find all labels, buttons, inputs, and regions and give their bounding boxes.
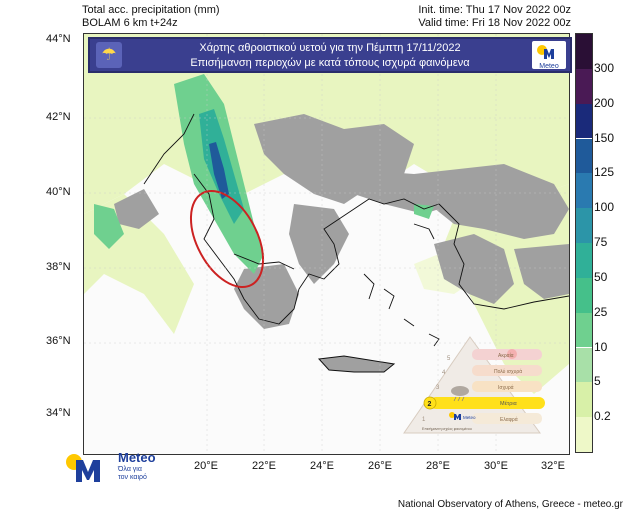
colorbar-segment xyxy=(576,138,592,174)
model-name: BOLAM 6 km t+24z xyxy=(82,17,178,29)
legend-cloud-icon xyxy=(451,386,469,402)
legend-bar-2 xyxy=(430,397,545,409)
colorbar-segment xyxy=(576,243,592,278)
highlight-ellipse xyxy=(189,189,265,289)
colorbar-label: 10 xyxy=(594,339,608,354)
variable-title: Total acc. precipitation (mm) xyxy=(82,4,220,16)
legend-bar-1 xyxy=(472,413,542,424)
legend-item-4: Πολύ ισχυρά xyxy=(494,368,522,375)
colorbar-segment xyxy=(576,312,592,348)
severity-pyramid: 5 4 3 1 2 Ακραία Πολύ ισχυρά Ισχυρά Μέτρ… xyxy=(403,336,545,434)
lon-label-30: 30°E xyxy=(484,460,508,472)
land-central-greece xyxy=(289,204,349,284)
colorbar-segment xyxy=(576,208,592,243)
lat-label-38: 38°N xyxy=(46,261,71,273)
land-anatolia-south xyxy=(514,244,569,299)
init-time: Init. time: Thu 17 Nov 2022 00z xyxy=(418,4,571,16)
graticule xyxy=(84,34,569,454)
legend-item-1: Ελαφρά xyxy=(500,416,518,423)
colorbar-segment xyxy=(576,173,592,209)
logo-slogan: Όλα για τον καιρό xyxy=(118,466,147,482)
chart-header-right: Init. time: Thu 17 Nov 2022 00z Valid ti… xyxy=(418,4,571,30)
colorbar-segment xyxy=(576,382,592,418)
colorbar-segment xyxy=(576,347,592,383)
colorbar-label: 300 xyxy=(594,60,615,75)
land-peloponnese xyxy=(234,264,299,329)
legend-item-5: Ακραία xyxy=(498,353,514,359)
meteo-logo: Meteo Όλα για τον καιρό xyxy=(62,450,172,490)
legend-meteo-logo: Meteo xyxy=(449,412,476,420)
banner-meteo-logo: Meteo xyxy=(532,41,566,70)
colorbar-segment-top xyxy=(576,34,592,69)
colorbar-label: 25 xyxy=(594,304,608,319)
land-anatolia-west xyxy=(434,234,514,304)
colorbar-segment xyxy=(576,103,592,139)
map-canvas xyxy=(84,34,569,454)
logo-brand: Meteo xyxy=(118,450,156,465)
lat-label-34: 34°N xyxy=(46,407,71,419)
rain-core-max xyxy=(209,142,229,199)
severity-legend: 5 4 3 1 2 Ακραία Πολύ ισχυρά Ισχυρά Μέτρ… xyxy=(402,335,552,443)
colorbar-label: 125 xyxy=(594,165,615,180)
legend-bar-4 xyxy=(472,365,542,376)
map-banner: ☂ Χάρτης αθροιστικού υετού για την Πέμπτ… xyxy=(88,37,572,73)
lon-label-24: 24°E xyxy=(310,460,334,472)
legend-level-2: 2 xyxy=(428,401,432,408)
colorbar-segment xyxy=(576,417,592,452)
lat-label-40: 40°N xyxy=(46,186,71,198)
legend-item-3: Ισχυρά xyxy=(498,384,514,391)
lon-label-20: 20°E xyxy=(194,460,218,472)
legend-bar-5 xyxy=(472,349,542,360)
legend-bar-3 xyxy=(472,381,542,392)
lat-label-44: 44°N xyxy=(46,33,71,45)
banner-title: Χάρτης αθροιστικού υετού για την Πέμπτη … xyxy=(199,42,461,54)
legend-caption: Επισήμανση ισχύος φαινομένου xyxy=(422,427,472,431)
logo-slogan-line1: Όλα για xyxy=(118,466,142,473)
chart-header-left: Total acc. precipitation (mm) BOLAM 6 km… xyxy=(82,4,220,30)
lon-label-32: 32°E xyxy=(541,460,565,472)
legend-level-4: 4 xyxy=(442,370,446,376)
lon-label-22: 22°E xyxy=(252,460,276,472)
colorbar-label: 0.2 xyxy=(594,409,611,424)
rain-core-sea xyxy=(94,204,124,249)
lat-label-36: 36°N xyxy=(46,335,71,347)
banner-subtitle: Επισήμανση περιοχών με κατά τόπους ισχυρ… xyxy=(190,57,470,69)
meteo-brand-icon xyxy=(66,454,100,482)
legend-level-1: 1 xyxy=(422,417,426,423)
rain-cloud-icon: ☂ xyxy=(96,42,122,68)
credit-footer: National Observatory of Athens, Greece -… xyxy=(397,499,623,510)
logo-slogan-line2: τον καιρό xyxy=(118,474,147,481)
colorbar-label: 5 xyxy=(594,374,601,389)
land-anatolia-north xyxy=(414,164,569,239)
legend-level-5: 5 xyxy=(447,356,451,362)
lat-label-42: 42°N xyxy=(46,111,71,123)
colorbar-label: 100 xyxy=(594,200,615,215)
legend-item-2: Μέτρια xyxy=(500,400,518,407)
colorbar-label: 200 xyxy=(594,95,615,110)
land-italy-heel xyxy=(114,189,159,229)
valid-time: Valid time: Fri 18 Nov 2022 00z xyxy=(418,17,571,29)
colorbar xyxy=(575,33,593,453)
banner-logo-text: Meteo xyxy=(539,63,559,70)
colorbar-label: 50 xyxy=(594,269,608,284)
colorbar-segment xyxy=(576,68,592,104)
lon-label-26: 26°E xyxy=(368,460,392,472)
precipitation-map xyxy=(83,33,570,455)
colorbar-label: 75 xyxy=(594,235,608,249)
colorbar-label: 150 xyxy=(594,130,615,145)
meteo-m-icon xyxy=(537,45,554,59)
coastlines xyxy=(143,113,569,347)
land-crete xyxy=(317,355,396,373)
lon-label-28: 28°E xyxy=(426,460,450,472)
colorbar-segment xyxy=(576,277,592,313)
legend-dot-5 xyxy=(507,349,517,359)
legend-level-3: 3 xyxy=(436,385,440,391)
legend-logo-text: Meteo xyxy=(463,415,476,420)
